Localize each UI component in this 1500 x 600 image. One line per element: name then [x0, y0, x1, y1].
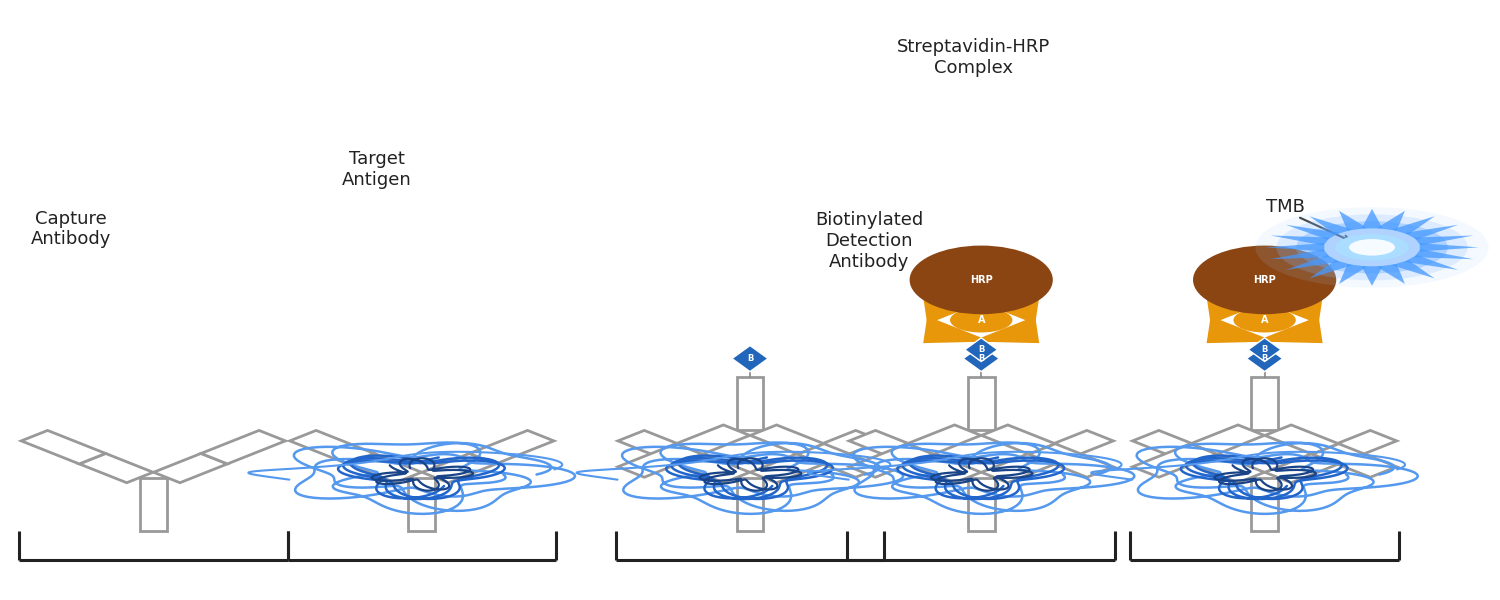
- Polygon shape: [972, 297, 1040, 324]
- Text: B: B: [978, 354, 984, 363]
- Polygon shape: [750, 454, 824, 483]
- Polygon shape: [849, 444, 933, 477]
- Polygon shape: [1312, 444, 1396, 477]
- Polygon shape: [1264, 425, 1338, 454]
- Polygon shape: [1246, 346, 1282, 371]
- Polygon shape: [1270, 249, 1330, 259]
- Polygon shape: [1404, 225, 1458, 239]
- Polygon shape: [1251, 377, 1278, 430]
- Polygon shape: [676, 425, 750, 454]
- Ellipse shape: [1276, 214, 1467, 280]
- Polygon shape: [1362, 266, 1383, 286]
- Polygon shape: [1206, 297, 1275, 324]
- Polygon shape: [736, 478, 764, 531]
- Polygon shape: [732, 346, 768, 371]
- Polygon shape: [80, 454, 153, 483]
- Polygon shape: [21, 430, 105, 464]
- Polygon shape: [750, 425, 824, 454]
- Polygon shape: [1392, 216, 1434, 235]
- Text: Biotinylated
Detection
Antibody: Biotinylated Detection Antibody: [815, 211, 924, 271]
- Polygon shape: [1310, 260, 1353, 278]
- Polygon shape: [1029, 444, 1113, 477]
- Polygon shape: [1266, 243, 1324, 251]
- Polygon shape: [963, 346, 999, 371]
- Polygon shape: [1256, 316, 1323, 343]
- Polygon shape: [1132, 444, 1216, 477]
- Polygon shape: [798, 444, 882, 477]
- Ellipse shape: [1192, 245, 1336, 314]
- Polygon shape: [908, 425, 981, 454]
- Polygon shape: [422, 454, 497, 483]
- Polygon shape: [1414, 235, 1473, 245]
- Polygon shape: [736, 377, 764, 430]
- Polygon shape: [1286, 225, 1340, 239]
- Text: Target
Antigen: Target Antigen: [342, 151, 412, 189]
- Ellipse shape: [1256, 207, 1488, 287]
- Polygon shape: [290, 430, 374, 464]
- Polygon shape: [201, 430, 285, 464]
- Polygon shape: [798, 430, 882, 464]
- Polygon shape: [348, 454, 422, 483]
- Circle shape: [950, 308, 1012, 332]
- Polygon shape: [1362, 209, 1383, 229]
- Polygon shape: [981, 425, 1056, 454]
- Ellipse shape: [909, 245, 1053, 314]
- Polygon shape: [968, 377, 994, 430]
- Polygon shape: [1392, 260, 1434, 278]
- Polygon shape: [981, 454, 1056, 483]
- Polygon shape: [1414, 249, 1473, 259]
- Text: A: A: [978, 315, 986, 325]
- Polygon shape: [849, 430, 933, 464]
- Polygon shape: [676, 454, 750, 483]
- Text: HRP: HRP: [1254, 275, 1276, 285]
- Text: B: B: [1262, 354, 1268, 363]
- Polygon shape: [972, 316, 1040, 343]
- Polygon shape: [1264, 454, 1338, 483]
- Polygon shape: [1340, 211, 1366, 230]
- Text: A: A: [1262, 315, 1269, 325]
- Polygon shape: [1270, 235, 1330, 245]
- Polygon shape: [1251, 478, 1278, 531]
- Polygon shape: [908, 454, 981, 483]
- Polygon shape: [1191, 454, 1264, 483]
- Text: B: B: [978, 345, 984, 354]
- Polygon shape: [153, 454, 228, 483]
- Text: Capture
Antibody: Capture Antibody: [32, 209, 111, 248]
- Polygon shape: [618, 444, 702, 477]
- Polygon shape: [1132, 430, 1216, 464]
- Polygon shape: [1248, 338, 1281, 362]
- Polygon shape: [1191, 425, 1264, 454]
- Polygon shape: [140, 478, 166, 531]
- Polygon shape: [1256, 297, 1323, 324]
- Text: B: B: [747, 354, 753, 363]
- Text: TMB: TMB: [1266, 198, 1305, 216]
- Polygon shape: [1420, 243, 1479, 251]
- Ellipse shape: [1335, 234, 1408, 260]
- Text: HRP: HRP: [970, 275, 993, 285]
- Polygon shape: [922, 297, 992, 324]
- Polygon shape: [1377, 264, 1406, 284]
- Polygon shape: [470, 430, 554, 464]
- Text: Streptavidin-HRP
Complex: Streptavidin-HRP Complex: [897, 38, 1050, 77]
- Polygon shape: [1404, 255, 1458, 270]
- Polygon shape: [964, 338, 998, 362]
- Polygon shape: [408, 478, 435, 531]
- Polygon shape: [968, 478, 994, 531]
- Polygon shape: [1286, 255, 1340, 270]
- Polygon shape: [922, 316, 992, 343]
- Polygon shape: [1377, 211, 1406, 230]
- Circle shape: [1233, 308, 1296, 332]
- Ellipse shape: [1296, 221, 1448, 274]
- Polygon shape: [1310, 216, 1353, 235]
- Polygon shape: [1340, 264, 1366, 284]
- Polygon shape: [1312, 430, 1396, 464]
- Ellipse shape: [1348, 239, 1395, 256]
- Text: B: B: [1262, 345, 1268, 354]
- Polygon shape: [1206, 316, 1275, 343]
- Polygon shape: [618, 430, 702, 464]
- Polygon shape: [1029, 430, 1113, 464]
